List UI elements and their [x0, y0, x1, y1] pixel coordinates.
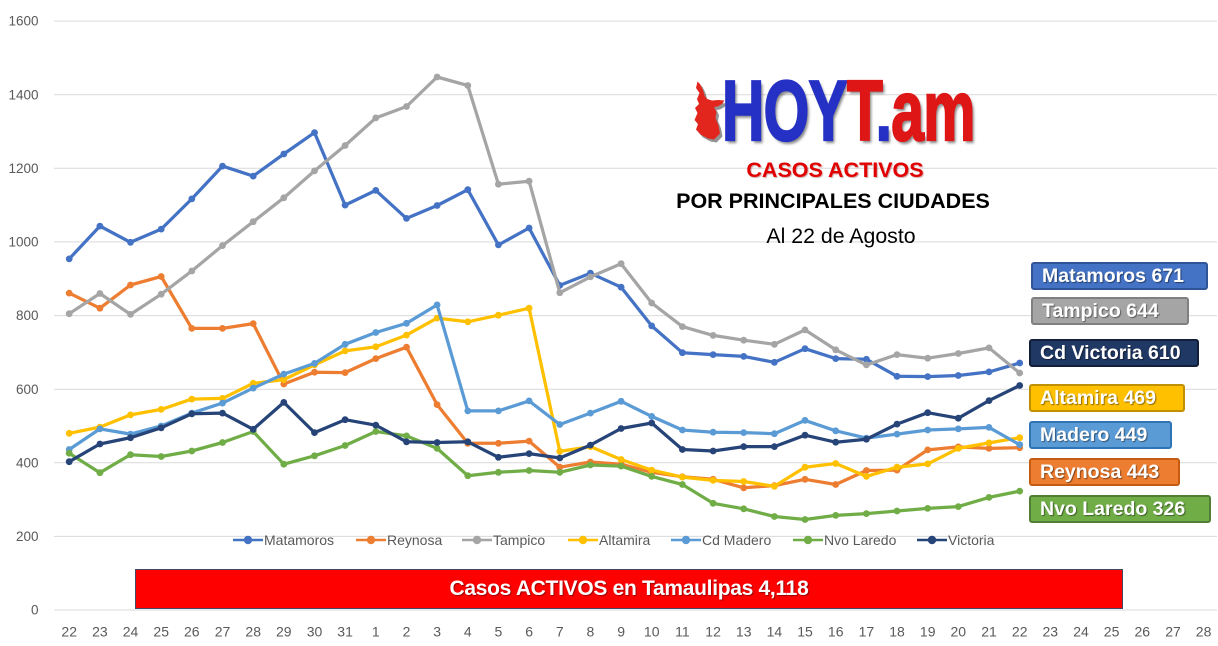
svg-text:Victoria: Victoria: [948, 532, 995, 548]
svg-text:1: 1: [372, 624, 380, 640]
svg-text:31: 31: [337, 624, 353, 640]
svg-text:30: 30: [307, 624, 323, 640]
svg-text:Altamira: Altamira: [599, 532, 651, 548]
svg-text:600: 600: [16, 382, 39, 397]
svg-text:17: 17: [859, 624, 875, 640]
svg-text:200: 200: [16, 529, 39, 544]
svg-text:19: 19: [920, 624, 936, 640]
svg-text:8: 8: [587, 624, 595, 640]
svg-text:26: 26: [184, 624, 200, 640]
svg-text:28: 28: [245, 624, 261, 640]
svg-text:22: 22: [1012, 624, 1028, 640]
svg-text:20: 20: [951, 624, 967, 640]
svg-text:6: 6: [525, 624, 533, 640]
svg-text:5: 5: [495, 624, 503, 640]
svg-text:Nvo Laredo: Nvo Laredo: [824, 532, 897, 548]
svg-text:Cd Madero: Cd Madero: [702, 532, 771, 548]
svg-text:4: 4: [464, 624, 472, 640]
svg-text:11: 11: [675, 624, 690, 640]
svg-text:18: 18: [889, 624, 905, 640]
svg-text:12: 12: [705, 624, 721, 640]
svg-text:27: 27: [215, 624, 231, 640]
svg-text:1200: 1200: [8, 161, 38, 176]
svg-text:400: 400: [16, 455, 39, 470]
svg-text:14: 14: [767, 624, 783, 640]
svg-text:0: 0: [31, 603, 39, 618]
svg-text:800: 800: [16, 308, 39, 323]
svg-text:15: 15: [797, 624, 813, 640]
svg-text:Tampico: Tampico: [493, 532, 545, 548]
svg-text:10: 10: [644, 624, 660, 640]
svg-text:Matamoros: Matamoros: [264, 532, 334, 548]
svg-text:24: 24: [123, 624, 139, 640]
svg-text:26: 26: [1135, 624, 1151, 640]
svg-text:22: 22: [61, 624, 77, 640]
svg-text:9: 9: [617, 624, 625, 640]
svg-text:23: 23: [92, 624, 108, 640]
svg-text:29: 29: [276, 624, 292, 640]
svg-text:7: 7: [556, 624, 564, 640]
svg-text:3: 3: [433, 624, 441, 640]
svg-text:1400: 1400: [8, 87, 38, 102]
svg-text:1600: 1600: [8, 14, 38, 29]
svg-text:Reynosa: Reynosa: [387, 532, 442, 548]
svg-text:24: 24: [1073, 624, 1089, 640]
svg-text:23: 23: [1043, 624, 1059, 640]
svg-text:25: 25: [1104, 624, 1120, 640]
svg-text:13: 13: [736, 624, 752, 640]
svg-text:21: 21: [981, 624, 997, 640]
svg-text:28: 28: [1196, 624, 1212, 640]
svg-text:16: 16: [828, 624, 844, 640]
svg-text:25: 25: [153, 624, 169, 640]
svg-text:2: 2: [403, 624, 411, 640]
svg-text:27: 27: [1165, 624, 1181, 640]
svg-text:1000: 1000: [8, 235, 38, 250]
